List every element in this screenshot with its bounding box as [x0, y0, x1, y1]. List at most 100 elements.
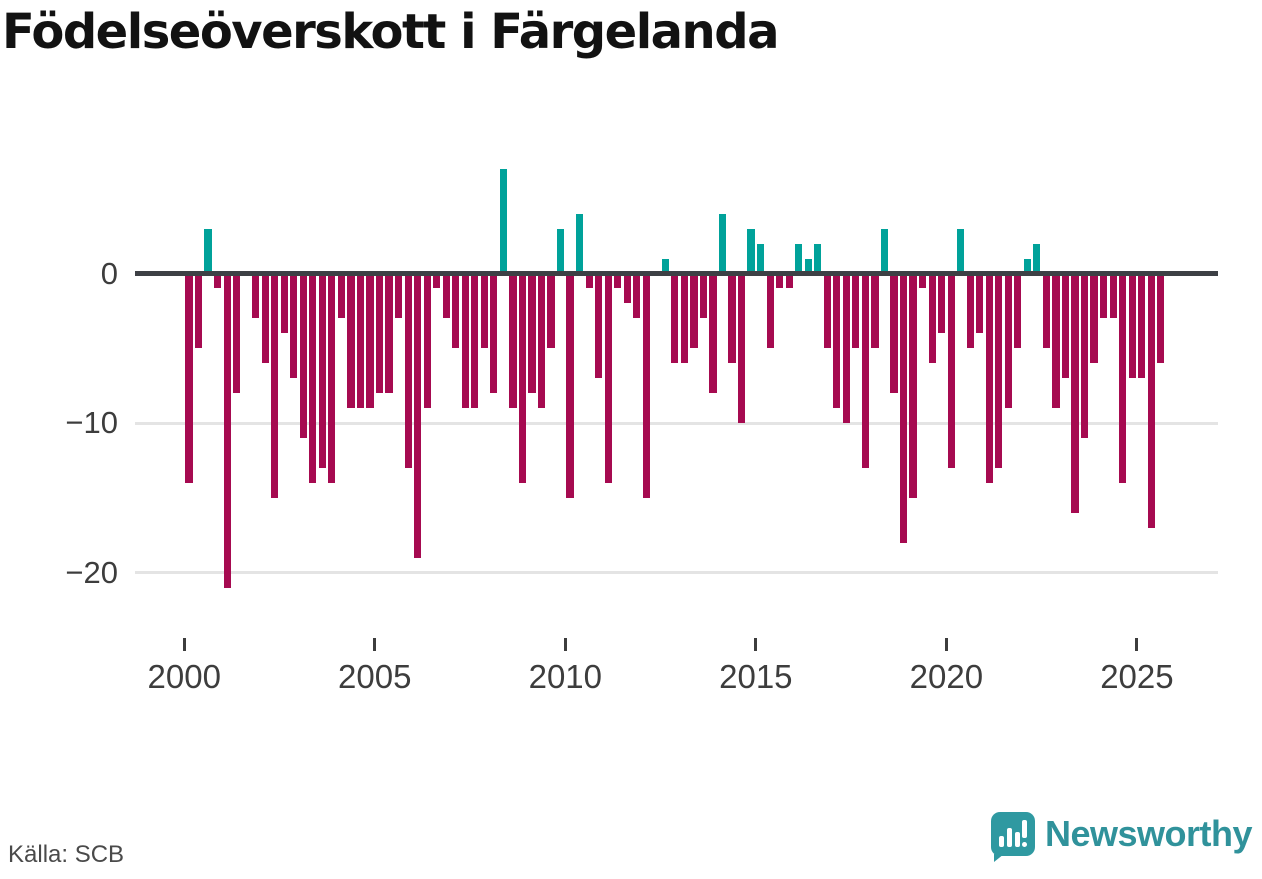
bar-2021Q2 [995, 273, 1003, 469]
bar-2002Q4 [290, 273, 298, 379]
zero-axis-line [135, 271, 1218, 276]
chart-title: Födelseöverskott i Färgelanda [2, 4, 779, 60]
bar-2017Q2 [842, 273, 850, 424]
bar-2002Q1 [261, 273, 269, 364]
bar-2012Q4 [671, 273, 679, 364]
bar-2016Q4 [823, 273, 831, 349]
bar-2004Q2 [347, 273, 355, 409]
bar-2009Q4 [556, 228, 565, 274]
bar-2001Q2 [233, 273, 241, 394]
bar-2000Q4 [213, 273, 222, 289]
bar-2022Q3 [1042, 273, 1051, 349]
bar-2003Q1 [299, 273, 307, 439]
bar-2011Q3 [623, 273, 631, 304]
bar-2010Q1 [566, 273, 574, 499]
bar-2018Q3 [890, 273, 898, 394]
bar-2018Q2 [880, 228, 889, 274]
bar-2022Q1 [1023, 258, 1031, 274]
bar-2010Q2 [576, 213, 584, 274]
bar-2009Q1 [528, 273, 536, 394]
gridline--20 [135, 571, 1218, 575]
bar-2006Q2 [423, 273, 431, 409]
newsworthy-chart-icon [990, 812, 1035, 862]
x-tick-2005 [373, 638, 377, 651]
bar-2006Q1 [414, 273, 422, 558]
bar-2007Q1 [452, 273, 460, 349]
bar-2020Q3 [966, 273, 974, 349]
y-axis-label-0: 0 [100, 255, 118, 291]
bar-2024Q2 [1109, 273, 1117, 319]
bar-2018Q4 [899, 273, 908, 543]
bar-2001Q1 [223, 273, 231, 588]
bar-2020Q4 [976, 273, 984, 334]
bar-2008Q3 [509, 273, 517, 409]
bar-2024Q1 [1099, 273, 1108, 319]
bar-2005Q2 [385, 273, 393, 394]
bar-2012Q3 [661, 258, 669, 274]
bar-2004Q4 [366, 273, 374, 409]
bar-2023Q3 [1080, 273, 1089, 439]
bar-2017Q3 [852, 273, 860, 349]
bar-2017Q1 [833, 273, 841, 409]
bar-2025Q3 [1157, 273, 1165, 364]
bar-2015Q4 [785, 273, 793, 289]
bar-2009Q2 [537, 273, 546, 409]
bar-2004Q3 [356, 273, 365, 409]
x-axis-label-2015: 2015 [719, 658, 793, 695]
bar-2006Q3 [433, 273, 441, 289]
bar-2023Q1 [1061, 273, 1070, 379]
bar-2007Q4 [480, 273, 488, 349]
bar-2006Q4 [442, 273, 450, 319]
bar-2002Q2 [271, 273, 279, 499]
bar-2019Q3 [928, 273, 936, 364]
bar-2005Q3 [394, 273, 403, 319]
bar-2020Q2 [957, 228, 965, 274]
bar-2013Q3 [699, 273, 708, 319]
source-label: Källa: SCB [8, 841, 125, 868]
bar-2003Q3 [318, 273, 326, 469]
x-axis-label-2020: 2020 [909, 658, 984, 695]
bar-2019Q4 [938, 273, 946, 334]
bar-2013Q4 [709, 273, 717, 394]
x-tick-2020 [944, 638, 948, 651]
bar-2019Q2 [918, 273, 927, 289]
bar-2002Q3 [280, 273, 288, 334]
bar-2010Q3 [585, 273, 593, 289]
bar-2023Q2 [1071, 273, 1079, 514]
bar-2021Q4 [1014, 273, 1022, 349]
x-axis-label-2000: 2000 [147, 658, 221, 695]
bar-2005Q1 [375, 273, 384, 394]
bar-2014Q2 [728, 273, 736, 364]
bar-2013Q1 [680, 273, 688, 364]
bar-2007Q3 [471, 273, 479, 409]
bar-2017Q4 [861, 273, 869, 469]
bar-2016Q3 [814, 243, 822, 274]
bar-2025Q1 [1138, 273, 1146, 379]
bar-2007Q2 [461, 273, 469, 409]
bar-2010Q4 [595, 273, 603, 379]
bar-2001Q4 [252, 273, 260, 319]
bar-2021Q1 [985, 273, 993, 484]
bar-2008Q2 [499, 168, 507, 274]
bar-2016Q1 [795, 243, 803, 274]
newsworthy-logo[interactable]: Newsworthy [990, 812, 1253, 862]
bar-2000Q2 [194, 273, 203, 349]
bar-2019Q1 [909, 273, 917, 499]
bar-2021Q3 [1004, 273, 1012, 409]
bar-2012Q1 [642, 273, 650, 499]
bar-2015Q3 [776, 273, 784, 289]
newsworthy-wordmark: Newsworthy [1044, 813, 1253, 854]
bar-2022Q2 [1033, 243, 1041, 274]
bar-2011Q1 [604, 273, 612, 484]
bar-2000Q3 [204, 228, 212, 274]
bar-2020Q1 [947, 273, 955, 469]
bar-2014Q1 [718, 213, 727, 274]
bar-2018Q1 [871, 273, 879, 349]
bar-2013Q2 [690, 273, 698, 349]
bar-2024Q4 [1128, 273, 1136, 379]
x-tick-2010 [563, 638, 567, 651]
bar-2015Q1 [757, 243, 765, 274]
bar-2000Q1 [185, 273, 193, 484]
bar-2003Q2 [309, 273, 317, 484]
bar-2024Q3 [1119, 273, 1127, 484]
